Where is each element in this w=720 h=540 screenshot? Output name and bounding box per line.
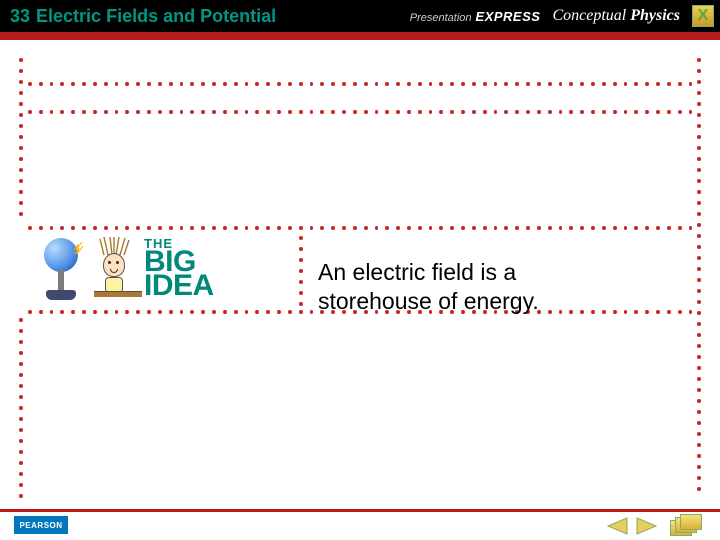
spark-icon bbox=[74, 242, 86, 258]
presentation-label: Presentation bbox=[410, 12, 472, 24]
big-idea-block: THE BIG IDEA bbox=[38, 238, 214, 300]
dot-border-left-top bbox=[18, 58, 24, 216]
dot-row-top-2 bbox=[28, 110, 692, 116]
slide-content: THE BIG IDEA An electric field is a stor… bbox=[18, 58, 702, 484]
chevron-right-icon bbox=[635, 517, 659, 535]
character-eye-right bbox=[116, 261, 119, 264]
dot-border-left-bottom bbox=[18, 318, 24, 498]
chapter-label: 33 Electric Fields and Potential bbox=[0, 6, 276, 27]
dot-divider-middle bbox=[298, 236, 304, 306]
doc-icon bbox=[680, 514, 702, 530]
book-title-physics: Physics bbox=[630, 7, 680, 24]
van-de-graaff-illustration bbox=[38, 238, 84, 300]
dot-row-mid-upper bbox=[28, 226, 692, 232]
close-icon: X bbox=[698, 7, 709, 25]
topbar: 33 Electric Fields and Potential Present… bbox=[0, 0, 720, 32]
publisher-label: PEARSON bbox=[19, 521, 62, 530]
express-label: EXPRESS bbox=[476, 9, 541, 24]
header-red-bar bbox=[0, 32, 720, 40]
big-idea-idea: IDEA bbox=[144, 274, 214, 299]
generator-sphere bbox=[44, 238, 78, 272]
book-title-conceptual: Conceptual bbox=[552, 7, 630, 24]
close-button[interactable]: X bbox=[692, 5, 714, 27]
generator-base bbox=[46, 290, 76, 300]
big-idea-text: THE BIG IDEA bbox=[144, 239, 214, 299]
chevron-left-icon bbox=[605, 517, 629, 535]
chapter-title: Electric Fields and Potential bbox=[36, 6, 276, 27]
body-text: An electric field is a storehouse of ene… bbox=[318, 258, 539, 316]
character-illustration bbox=[94, 239, 134, 299]
footer-red-bar bbox=[0, 509, 720, 512]
chapter-number: 33 bbox=[10, 6, 30, 27]
pearson-logo: PEARSON bbox=[14, 516, 68, 534]
body-line-1: An electric field is a bbox=[318, 259, 516, 285]
dot-border-right bbox=[696, 58, 702, 491]
nav-buttons bbox=[604, 516, 660, 536]
topbar-right: Presentation EXPRESS Conceptual Physics … bbox=[410, 0, 720, 32]
next-button[interactable] bbox=[634, 516, 660, 536]
dot-row-top-1 bbox=[28, 82, 692, 88]
character-desk bbox=[94, 291, 142, 297]
prev-button[interactable] bbox=[604, 516, 630, 536]
character-eye-left bbox=[108, 261, 111, 264]
book-title: Conceptual Physics bbox=[552, 7, 680, 25]
generator-stem bbox=[58, 270, 64, 292]
slides-stack-button[interactable] bbox=[670, 514, 702, 536]
presentation-express-logo: Presentation EXPRESS bbox=[410, 9, 541, 24]
character-head bbox=[103, 253, 125, 277]
body-line-2: storehouse of energy. bbox=[318, 288, 539, 314]
